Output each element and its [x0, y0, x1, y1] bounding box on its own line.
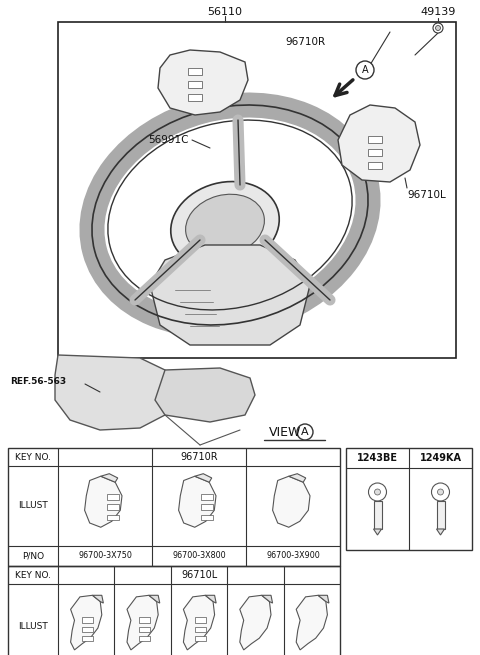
Text: 96710L: 96710L: [181, 570, 217, 580]
Text: 49139: 49139: [420, 7, 456, 17]
Bar: [8, 566, 340, 655]
Text: 96700-3X800: 96700-3X800: [172, 552, 226, 561]
Polygon shape: [127, 595, 158, 650]
Polygon shape: [318, 595, 329, 603]
Bar: [195, 626, 206, 632]
Bar: [188, 94, 202, 101]
Polygon shape: [93, 595, 103, 603]
Bar: [436, 501, 444, 529]
Text: 56110: 56110: [207, 7, 242, 17]
Text: 96710L: 96710L: [407, 190, 446, 200]
Polygon shape: [273, 476, 310, 527]
Polygon shape: [71, 595, 102, 650]
Bar: [368, 149, 382, 156]
Circle shape: [433, 23, 443, 33]
Bar: [201, 494, 213, 500]
Text: 96710R: 96710R: [180, 452, 218, 462]
Polygon shape: [150, 245, 310, 345]
Bar: [82, 617, 93, 623]
Polygon shape: [373, 529, 382, 535]
Polygon shape: [149, 595, 160, 603]
Circle shape: [369, 483, 386, 501]
Text: REF.56-563: REF.56-563: [10, 377, 66, 386]
Bar: [195, 617, 206, 623]
Ellipse shape: [171, 181, 279, 269]
Polygon shape: [158, 50, 248, 115]
Polygon shape: [296, 595, 327, 650]
Polygon shape: [195, 474, 212, 482]
Bar: [201, 514, 213, 521]
Bar: [188, 68, 202, 75]
Text: 96700-3X900: 96700-3X900: [266, 552, 320, 561]
Bar: [107, 514, 119, 521]
Circle shape: [432, 483, 449, 501]
Circle shape: [297, 424, 313, 440]
Bar: [346, 448, 472, 550]
Polygon shape: [436, 529, 444, 535]
Bar: [195, 636, 206, 641]
Text: ILLUST: ILLUST: [18, 622, 48, 631]
Polygon shape: [84, 476, 122, 527]
Bar: [373, 501, 382, 529]
Text: 96710R: 96710R: [285, 37, 325, 47]
Text: ILLUST: ILLUST: [18, 502, 48, 510]
Bar: [82, 636, 93, 641]
Text: 1249KA: 1249KA: [420, 453, 461, 463]
Circle shape: [435, 26, 441, 31]
Bar: [107, 494, 119, 500]
Polygon shape: [155, 368, 255, 422]
Text: KEY NO.: KEY NO.: [15, 571, 51, 580]
Bar: [139, 617, 150, 623]
Bar: [82, 626, 93, 632]
Polygon shape: [289, 474, 306, 482]
Polygon shape: [101, 474, 118, 482]
Text: A: A: [301, 427, 309, 437]
Bar: [58, 22, 456, 358]
Polygon shape: [183, 595, 215, 650]
Circle shape: [356, 61, 374, 79]
Text: 56991C: 56991C: [148, 135, 189, 145]
Circle shape: [374, 489, 381, 495]
Polygon shape: [262, 595, 273, 603]
Bar: [139, 626, 150, 632]
Circle shape: [437, 489, 444, 495]
Text: KEY NO.: KEY NO.: [15, 453, 51, 462]
Text: VIEW: VIEW: [269, 426, 301, 438]
Polygon shape: [205, 595, 216, 603]
Text: A: A: [362, 65, 368, 75]
Bar: [201, 504, 213, 510]
Bar: [107, 504, 119, 510]
Bar: [139, 636, 150, 641]
Text: P/NO: P/NO: [22, 552, 44, 561]
Bar: [188, 81, 202, 88]
Polygon shape: [338, 105, 420, 182]
Ellipse shape: [186, 195, 264, 255]
Text: 1243BE: 1243BE: [357, 453, 398, 463]
Polygon shape: [55, 355, 175, 430]
Bar: [368, 162, 382, 169]
Bar: [368, 136, 382, 143]
Polygon shape: [240, 595, 271, 650]
Bar: [8, 448, 340, 566]
Text: 96700-3X750: 96700-3X750: [78, 552, 132, 561]
Polygon shape: [179, 476, 216, 527]
